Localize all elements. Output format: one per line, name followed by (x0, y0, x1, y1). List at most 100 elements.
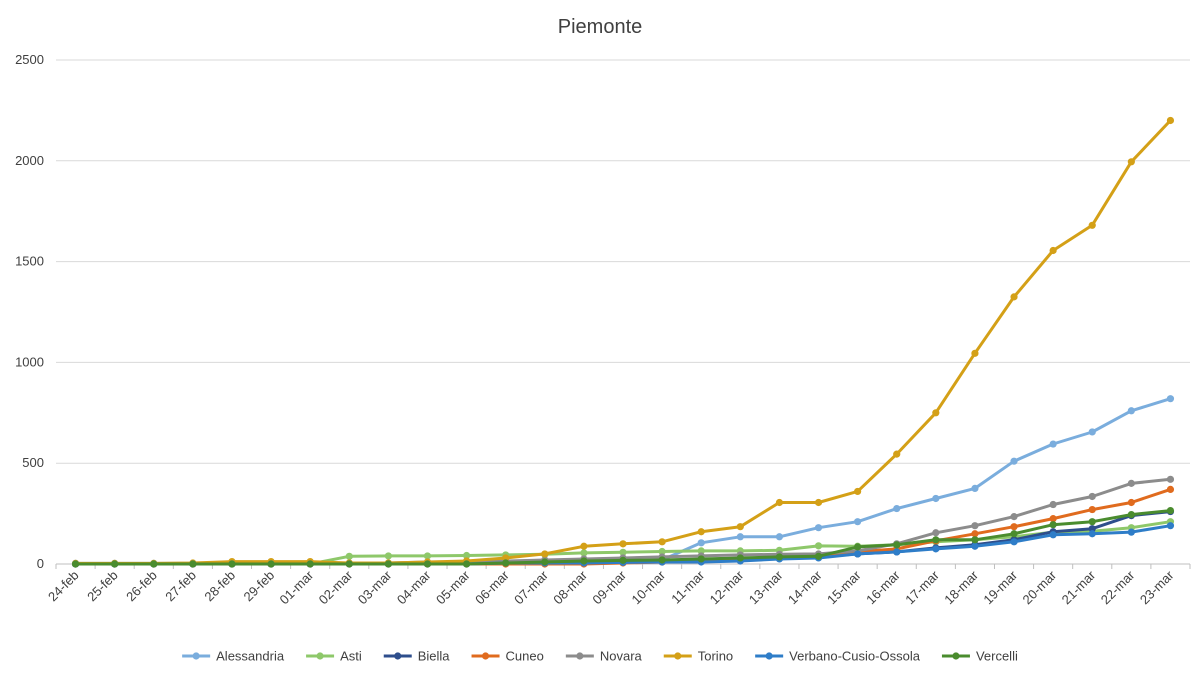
x-tick-label: 12-mar (707, 567, 747, 607)
data-point (893, 450, 901, 458)
data-point (619, 556, 627, 564)
legend-item: Verbano-Cusio-Ossola (755, 649, 921, 664)
data-point (1088, 505, 1096, 514)
legend-label: Torino (698, 649, 733, 664)
data-point (658, 538, 666, 546)
data-point (854, 487, 862, 496)
legend-swatch-marker (765, 652, 773, 660)
data-point (658, 556, 666, 564)
data-point (932, 545, 940, 553)
data-point (893, 541, 901, 549)
data-point (932, 409, 940, 417)
data-point (1127, 407, 1135, 415)
legend-item: Cuneo (471, 649, 544, 664)
x-tick-label: 02-mar (316, 567, 356, 607)
legend: Alessandria Asti Biella Cuneo Novara Torino Ve… (182, 649, 1018, 664)
data-point (1049, 531, 1057, 539)
x-tick-label: 27-feb (162, 568, 199, 605)
legend-label: Novara (600, 649, 643, 664)
x-tick-label: 08-mar (550, 567, 590, 607)
data-point (189, 560, 197, 568)
data-point (1127, 528, 1135, 536)
data-point (697, 547, 705, 555)
data-point (854, 518, 862, 526)
data-point (267, 560, 275, 568)
data-point (814, 524, 823, 532)
legend-label: Asti (340, 649, 362, 664)
series-torino (71, 116, 1175, 567)
data-point (971, 484, 979, 492)
y-tick-label: 1500 (15, 254, 44, 269)
data-point (814, 552, 823, 560)
data-point (111, 560, 119, 568)
legend-swatch-marker (481, 652, 490, 660)
data-point (1049, 515, 1057, 523)
data-point (1049, 521, 1057, 529)
data-point (893, 504, 901, 513)
data-point (736, 554, 744, 562)
data-point (854, 543, 862, 551)
x-tick-label: 16-mar (863, 567, 903, 607)
legend-swatch-marker (394, 652, 402, 660)
data-point (384, 552, 392, 560)
data-point (1049, 500, 1057, 509)
x-tick-label: 25-feb (84, 568, 121, 605)
x-tick-label: 06-mar (472, 567, 512, 607)
gridlines (56, 59, 1190, 464)
data-point (932, 494, 940, 503)
x-tick-label: 19-mar (980, 567, 1020, 607)
y-tick-label: 2500 (15, 52, 44, 67)
x-tick-label: 09-mar (589, 567, 629, 607)
data-point (1010, 523, 1018, 531)
data-point (697, 539, 705, 547)
x-tick-label: 07-mar (511, 567, 551, 607)
x-tick-label: 24-feb (45, 568, 82, 605)
chart-title: Piemonte (558, 16, 643, 38)
data-point (971, 349, 979, 357)
y-tick-label: 500 (22, 455, 44, 470)
data-point (502, 559, 510, 567)
x-tick-label: 04-mar (394, 567, 434, 607)
x-tick-label: 11-mar (668, 567, 708, 607)
data-point (1088, 525, 1096, 533)
data-point (345, 560, 353, 568)
legend-label: Biella (418, 649, 451, 664)
data-point (697, 555, 705, 563)
legend-item: Vercelli (941, 649, 1018, 664)
data-point (971, 542, 979, 550)
x-tick-label: 28-feb (201, 568, 238, 605)
legend-swatch-marker (674, 652, 682, 660)
legend-label: Cuneo (506, 649, 544, 664)
data-point (423, 560, 432, 568)
x-tick-label: 15-mar (824, 567, 864, 607)
data-point (580, 549, 588, 557)
x-tick-label: 17-mar (902, 567, 942, 607)
data-point (1010, 538, 1018, 546)
x-tick-label: 14-mar (785, 567, 825, 607)
data-point (462, 551, 471, 560)
x-tick-label: 05-mar (433, 567, 473, 607)
legend-label: Vercelli (976, 649, 1018, 664)
data-point (854, 550, 862, 558)
data-point (736, 533, 744, 541)
x-tick-label: 10-mar (628, 567, 668, 607)
data-point (228, 560, 236, 568)
legend-swatch-marker (192, 652, 200, 660)
x-tick-label: 03-mar (355, 567, 395, 607)
legend-label: Alessandria (216, 649, 285, 664)
data-point (1127, 479, 1135, 487)
legend-item: Alessandria (182, 649, 285, 664)
data-point (619, 540, 627, 548)
x-tick-label: 29-feb (241, 568, 278, 605)
data-point (814, 498, 823, 507)
data-point (1166, 485, 1175, 494)
data-point (1166, 116, 1175, 125)
x-tick-label: 13-mar (746, 567, 786, 607)
legend-swatch-marker (576, 652, 584, 660)
series-line (74, 119, 1172, 565)
data-point (502, 554, 510, 562)
data-point (150, 560, 158, 568)
data-point (384, 560, 392, 568)
data-point (580, 557, 588, 565)
